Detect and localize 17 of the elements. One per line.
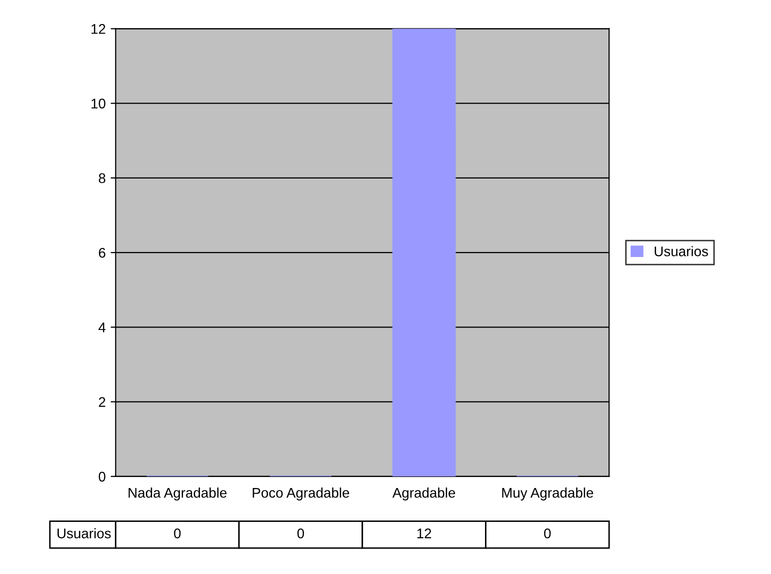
text: Usuarios [58,528,111,538]
x-tick-label: Nada Agradable [128,488,227,500]
y-tick-label: 12 [92,24,106,34]
y-tick-label: 8 [98,173,106,184]
y-tick-label: 6 [98,248,106,258]
y-tick-label: 0 [98,472,106,482]
x-tick-label: Muy Agradable [502,488,594,500]
data-label: 0 [544,528,551,538]
y-tick-label: 2 [98,397,106,407]
y-tick-label: 10 [92,98,106,108]
data-label: 0 [174,528,181,538]
x-tick-label: Poco Agradable [252,488,350,500]
y-tick-label: 4 [98,322,106,332]
legend-label: Usuarios [654,246,708,256]
data-label: 0 [297,528,304,538]
x-tick-label: Agradable [392,488,456,500]
data-label: 12 [417,528,432,538]
